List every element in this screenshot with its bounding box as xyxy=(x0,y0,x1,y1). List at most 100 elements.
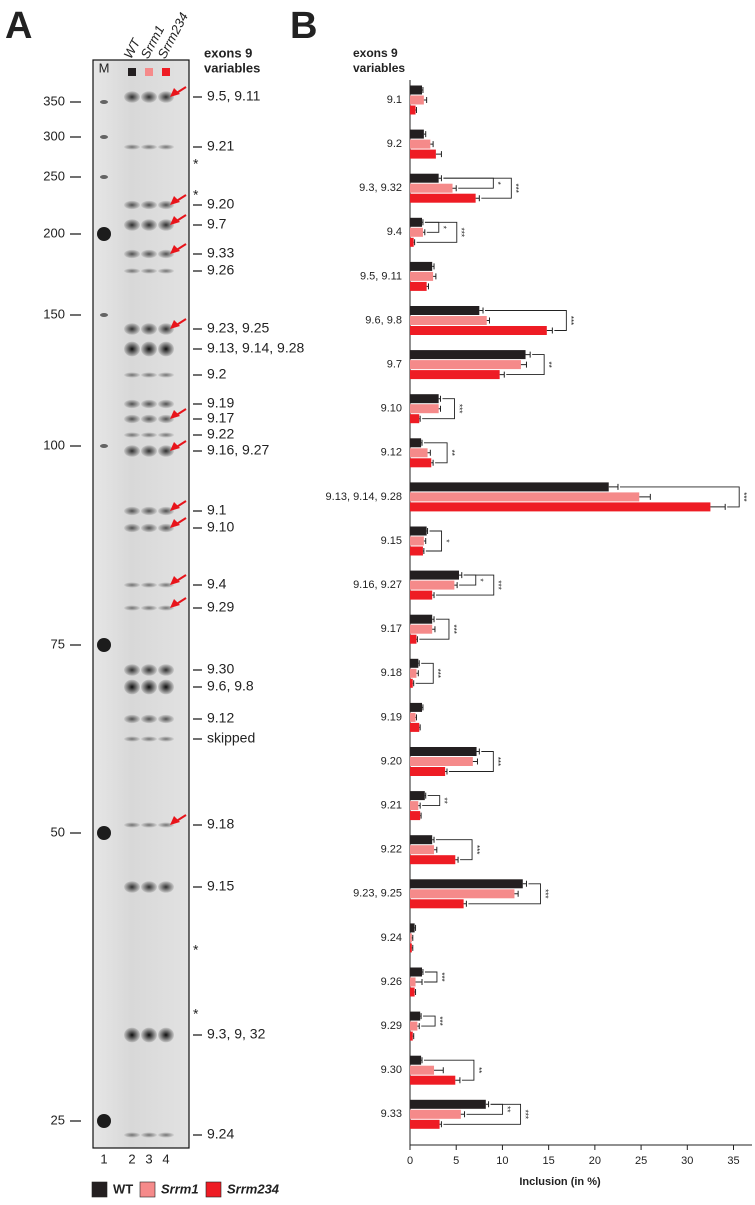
gel-band xyxy=(158,680,174,695)
gel-band xyxy=(124,582,140,587)
bar xyxy=(410,835,432,844)
category-label: 9.22 xyxy=(381,844,402,856)
bar xyxy=(410,96,424,105)
error-bar xyxy=(412,935,413,941)
gel-band xyxy=(97,826,111,840)
significance-label: ** xyxy=(502,1106,511,1112)
band-label: 9.6, 9.8 xyxy=(207,678,254,694)
error-bar xyxy=(413,1033,414,1039)
bar xyxy=(410,106,416,115)
bar xyxy=(410,615,432,624)
bar xyxy=(410,527,427,536)
gel-band xyxy=(124,91,140,103)
bar xyxy=(410,350,526,359)
category-label: 9.7 xyxy=(387,359,402,371)
gel-band xyxy=(158,91,174,103)
error-bar xyxy=(416,979,422,985)
band-label: 9.26 xyxy=(207,262,234,278)
gel-band xyxy=(141,507,157,515)
error-bar xyxy=(473,759,478,765)
error-bar xyxy=(421,440,422,446)
error-bar xyxy=(413,680,414,686)
bar xyxy=(410,1066,434,1075)
error-bar xyxy=(417,1023,419,1029)
error-bar xyxy=(439,396,441,402)
category-label: 9.20 xyxy=(381,755,402,767)
gel-band xyxy=(124,372,140,377)
gel-band xyxy=(158,664,174,676)
gel-band xyxy=(97,227,111,241)
significance-label: * xyxy=(439,226,448,229)
gel-band xyxy=(124,219,140,231)
error-bar xyxy=(514,891,518,897)
error-bar xyxy=(423,229,425,235)
bar xyxy=(410,801,418,810)
band-label: 9.2 xyxy=(207,366,227,382)
error-bar xyxy=(423,548,424,554)
gel-band xyxy=(100,313,108,317)
error-bar xyxy=(428,450,431,456)
x-tick-label: 0 xyxy=(407,1155,413,1167)
gel-band xyxy=(124,507,140,515)
band-label: 9.30 xyxy=(207,661,234,677)
bar xyxy=(410,571,459,580)
category-label: 9.3, 9.32 xyxy=(359,182,402,194)
gel-band xyxy=(158,881,174,893)
lane-key xyxy=(128,68,136,76)
bar xyxy=(410,855,455,864)
category-label: 9.4 xyxy=(387,226,402,238)
gel-band xyxy=(158,1132,174,1137)
x-tick-label: 25 xyxy=(635,1155,647,1167)
gel-band xyxy=(158,1028,174,1043)
band-label: 9.12 xyxy=(207,710,234,726)
marker-label: 50 xyxy=(51,824,65,839)
gel-band xyxy=(124,822,140,827)
band-label: 9.7 xyxy=(207,216,227,232)
category-label: 9.13, 9.14, 9.28 xyxy=(326,491,402,503)
bar xyxy=(410,1120,440,1129)
significance-label: *** xyxy=(435,1016,444,1025)
bar xyxy=(410,360,521,369)
gel-band xyxy=(141,1132,157,1137)
gel-band xyxy=(141,605,157,610)
error-bar xyxy=(455,1077,460,1083)
bar xyxy=(410,238,414,247)
error-bar xyxy=(440,1121,442,1127)
bar xyxy=(410,703,422,712)
category-label: 9.21 xyxy=(381,800,402,812)
significance-label: ** xyxy=(447,450,456,456)
bar xyxy=(410,879,523,888)
bar xyxy=(410,1100,486,1109)
gel-band xyxy=(124,1132,140,1137)
bar xyxy=(410,306,479,315)
legend-swatch xyxy=(92,1182,107,1197)
error-bar xyxy=(422,704,423,710)
category-label: 9.30 xyxy=(381,1064,402,1076)
bar xyxy=(410,492,639,501)
band-label: 9.20 xyxy=(207,196,234,212)
significance-label: *** xyxy=(472,845,481,854)
error-bar xyxy=(420,1013,421,1019)
error-bar xyxy=(419,724,420,730)
bar xyxy=(410,845,434,854)
gel-band xyxy=(124,664,140,676)
error-bar xyxy=(454,582,457,588)
bar xyxy=(410,316,487,325)
marker-label: 25 xyxy=(51,1112,65,1127)
error-bar xyxy=(710,504,725,510)
error-bar xyxy=(430,141,433,147)
category-label: 9.1 xyxy=(387,94,402,106)
gel-band xyxy=(141,524,157,532)
bar xyxy=(410,723,419,732)
x-tick-label: 15 xyxy=(543,1155,555,1167)
error-bar xyxy=(439,175,442,181)
error-bar xyxy=(419,416,420,422)
bar xyxy=(410,713,416,722)
gel-band xyxy=(124,1028,140,1043)
marker-label: 200 xyxy=(43,225,65,240)
bar xyxy=(410,988,415,997)
x-tick-label: 5 xyxy=(453,1155,459,1167)
lane-key xyxy=(162,68,170,76)
gel-band xyxy=(158,342,174,357)
bar xyxy=(410,943,412,952)
